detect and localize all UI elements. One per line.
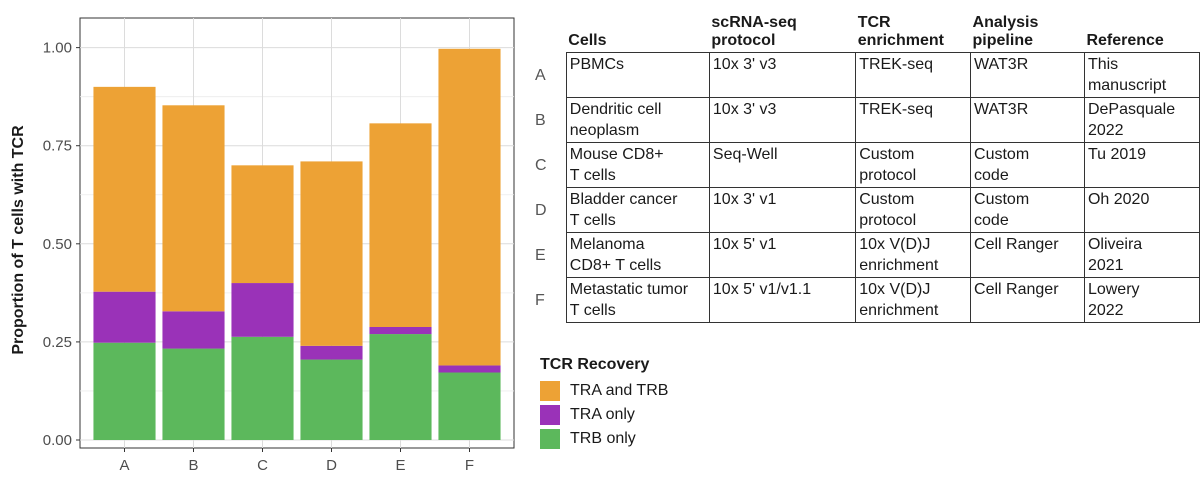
x-tick-label: F (465, 457, 474, 474)
x-tick-label: B (188, 457, 198, 474)
table-cell: Seq-Well (708, 142, 857, 188)
table-header-cell: Reference (1086, 32, 1164, 49)
table-row-label: A (535, 66, 546, 84)
table-row: E Melanoma CD8+ T cells 10x 5' v1 10x V(D)J e… (535, 232, 1200, 278)
table-row: A PBMCs 10x 3' v3 TREK-seq WAT3R This manuscri… (535, 52, 1200, 98)
dataset-table: Cells scRNA-seq protocol TCR enrichment Analy… (535, 14, 1200, 323)
y-tick-label: 1.00 (43, 40, 72, 57)
table-header-row: Cells scRNA-seq protocol TCR enrichment Analy… (535, 14, 1200, 53)
table-header-cell: TCR enrichment (857, 14, 944, 49)
table-corner (535, 14, 566, 53)
table-cell: TREK-seq (855, 52, 972, 98)
legend-item: TRA only (540, 404, 668, 426)
bar-segment (300, 161, 363, 346)
bar-segment (438, 48, 501, 366)
table-cell: Bladder cancer T cells (565, 187, 710, 233)
table-cell: 10x 5' v1 (708, 232, 857, 278)
x-tick-label: A (119, 457, 129, 474)
bar-segment (438, 365, 501, 373)
bar-segment (300, 359, 363, 440)
bar-segment (300, 345, 363, 360)
table-row-label: F (535, 291, 545, 309)
table-cell: Custom code (970, 187, 1085, 233)
table-cell: Oliveira 2021 (1083, 232, 1200, 278)
legend-swatch (540, 381, 560, 401)
legend-swatch (540, 405, 560, 425)
bar-segment (162, 348, 225, 440)
table-cell: 10x V(D)J enrichment (855, 232, 972, 278)
table-cell: 10x V(D)J enrichment (855, 277, 972, 323)
table-cell: PBMCs (565, 52, 710, 98)
y-axis-title: Proportion of T cells with TCR (10, 125, 27, 355)
table-cell: Dendritic cell neoplasm (565, 97, 710, 143)
table-cell: DePasquale 2022 (1083, 97, 1200, 143)
table-cell: TREK-seq (855, 97, 972, 143)
bar-segment (93, 291, 156, 343)
table-cell: Cell Ranger (970, 277, 1085, 323)
x-tick-label: D (326, 457, 337, 474)
bar-chart: 0.00 0.25 0.50 0.75 1.00 A B C D E F Proportion o… (10, 17, 515, 474)
table-cell: Custom code (970, 142, 1085, 188)
x-tick-label: E (395, 457, 405, 474)
bar-segment (231, 336, 294, 440)
table-cell: 10x 3' v3 (708, 52, 857, 98)
table-header-cell: Cells (568, 32, 607, 49)
bar-segment (231, 165, 294, 284)
table-cell: Mouse CD8+ T cells (565, 142, 710, 188)
legend-title: TCR Recovery (540, 356, 650, 373)
table-cell: 10x 3' v3 (708, 97, 857, 143)
table-row-label: D (535, 201, 547, 219)
table-cell: Melanoma CD8+ T cells (565, 232, 710, 278)
table-body: A PBMCs 10x 3' v3 TREK-seq WAT3R This manuscri… (535, 52, 1200, 323)
bars (93, 48, 501, 440)
x-tick-labels: A B C D E F (119, 448, 474, 474)
table-header-cell: scRNA-seq protocol (711, 14, 797, 49)
bar-segment (231, 283, 294, 337)
bar-segment (369, 334, 432, 440)
table-row-label: E (535, 246, 546, 264)
legend-item: TRA and TRB (540, 380, 668, 402)
legend-swatch (540, 429, 560, 449)
legend-item: TRB only (540, 428, 668, 450)
table-row-label: B (535, 111, 546, 129)
legend-label: TRA and TRB (570, 382, 669, 399)
table-cell: Tu 2019 (1083, 142, 1200, 188)
bar-segment (369, 326, 432, 335)
table-cell: WAT3R (970, 52, 1085, 98)
y-tick-labels: 0.00 0.25 0.50 0.75 1.00 (43, 40, 80, 449)
table-cell: 10x 3' v1 (708, 187, 857, 233)
table-row: B Dendritic cell neoplasm 10x 3' v3 TREK-seq… (535, 97, 1200, 143)
table-cell: Metastatic tumor T cells (565, 277, 710, 323)
bar-segment (162, 105, 225, 312)
table-cell: WAT3R (970, 97, 1085, 143)
x-tick-label: C (257, 457, 268, 474)
table-cell: Lowery 2022 (1083, 277, 1200, 323)
bar-segment (162, 311, 225, 349)
legend-label: TRA only (570, 406, 635, 423)
y-tick-label: 0.25 (43, 334, 72, 351)
table-cell: Custom protocol (855, 142, 972, 188)
table-row: F Metastatic tumor T cells 10x 5' v1/v1.1 10… (535, 277, 1200, 323)
legend: TCR Recovery TRA and TRB TRA only TRB only (540, 356, 668, 450)
bar-segment (438, 372, 501, 440)
bar-segment (93, 342, 156, 440)
table-cell: Cell Ranger (970, 232, 1085, 278)
table-row: D Bladder cancer T cells 10x 3' v1 Custom pro… (535, 187, 1200, 233)
bar-segment (369, 123, 432, 327)
table-cell: 10x 5' v1/v1.1 (708, 277, 857, 323)
table-header-cell: Analysis pipeline (972, 14, 1039, 49)
y-tick-label: 0.50 (43, 236, 72, 253)
y-tick-label: 0.75 (43, 138, 72, 155)
table-cell: This manuscript (1083, 52, 1200, 98)
table-row: C Mouse CD8+ T cells Seq-Well Custom protocol… (535, 142, 1200, 188)
table-cell: Custom protocol (855, 187, 972, 233)
table-row-label: C (535, 156, 547, 174)
y-tick-label: 0.00 (43, 432, 72, 449)
table-cell: Oh 2020 (1083, 187, 1200, 233)
legend-label: TRB only (570, 430, 636, 447)
bar-segment (93, 86, 156, 292)
legend-items: TRA and TRB TRA only TRB only (540, 380, 668, 450)
